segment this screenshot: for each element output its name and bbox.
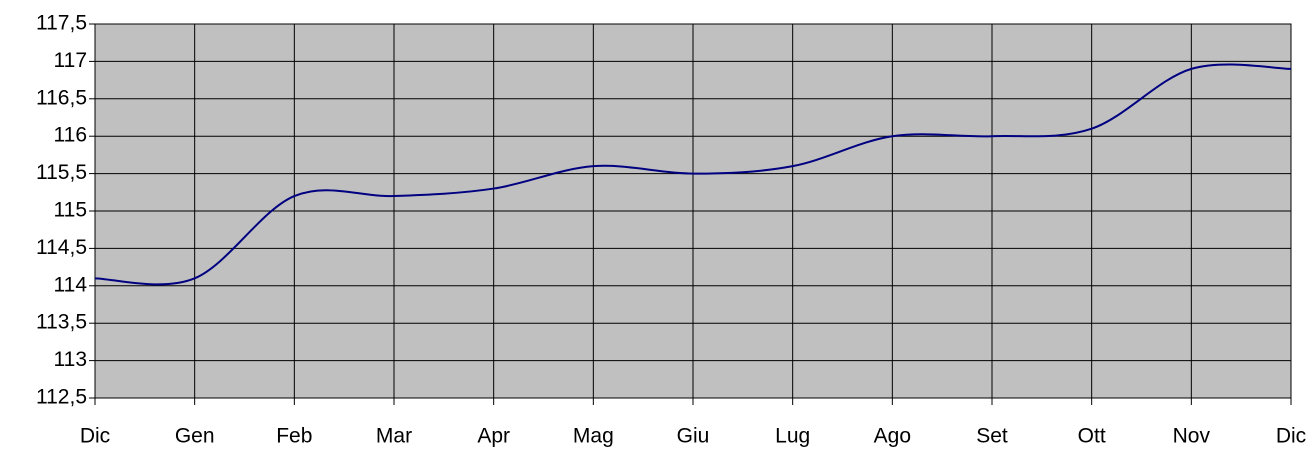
y-tick-label: 114 <box>54 273 88 296</box>
y-tick-label: 115,5 <box>36 161 87 184</box>
y-tick-label: 117,5 <box>36 12 87 35</box>
y-tick-label: 113 <box>54 348 87 371</box>
x-tick-label: Lug <box>775 425 810 448</box>
series-line <box>94 63 1292 286</box>
plot-border <box>94 23 1292 399</box>
y-tick-label: 112,5 <box>36 386 87 409</box>
y-tick-label: 117 <box>54 49 87 72</box>
y-tick-label: 116 <box>54 124 87 147</box>
x-tick-label: Mag <box>573 425 614 448</box>
y-tick-label: 116,5 <box>36 86 87 109</box>
y-tick-label: 113,5 <box>36 311 87 334</box>
x-tick-label: Dic <box>80 425 110 448</box>
x-tick-label: Dic <box>1276 425 1306 448</box>
y-tick-label: 115 <box>54 199 87 222</box>
x-tick-label: Nov <box>1173 425 1211 448</box>
y-tick-label: 114,5 <box>36 236 87 259</box>
x-tick-label: Gen <box>175 425 215 448</box>
x-tick-label: Apr <box>477 425 510 448</box>
x-tick-label: Ott <box>1078 425 1106 448</box>
x-tick-label: Feb <box>276 425 312 448</box>
x-tick-label: Giu <box>677 425 710 448</box>
x-tick-label: Mar <box>376 425 412 448</box>
x-tick-label: Set <box>976 425 1008 448</box>
x-tick-label: Ago <box>874 425 911 448</box>
